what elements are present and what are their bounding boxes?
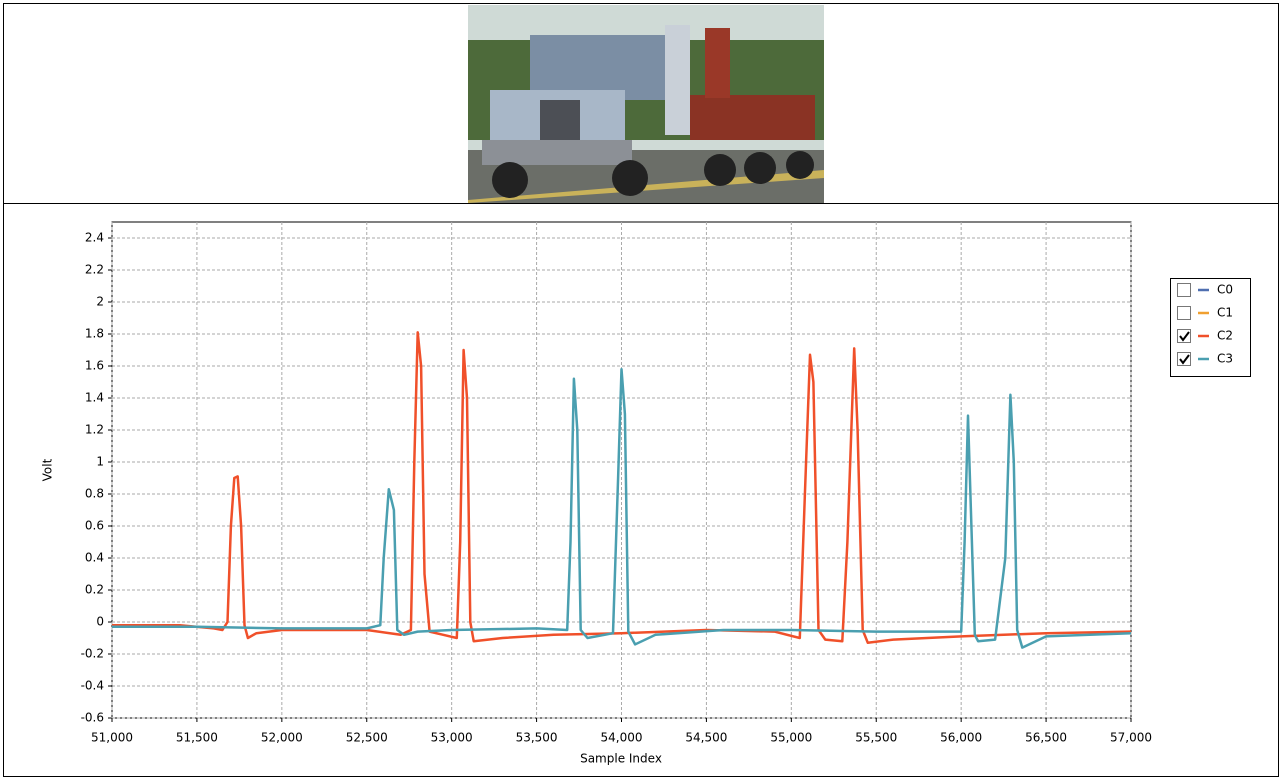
x-tick-label: 56,500 bbox=[1025, 731, 1067, 745]
y-tick-label: -0.2 bbox=[81, 647, 104, 661]
legend-checkbox[interactable] bbox=[1178, 307, 1191, 320]
legend-checkbox[interactable] bbox=[1178, 330, 1191, 343]
legend-checkbox[interactable] bbox=[1178, 353, 1191, 366]
y-tick-label: 1.6 bbox=[85, 359, 104, 373]
x-tick-label: 52,000 bbox=[261, 731, 303, 745]
y-tick-label: 1.2 bbox=[85, 423, 104, 437]
page: Volt Sample Index -0.6 -0.4 -0.2 0 0.2 0.4 0.6… bbox=[0, 0, 1282, 780]
x-axis-label: Sample Index bbox=[580, 752, 662, 766]
x-tick-label: 56,000 bbox=[940, 731, 982, 745]
x-tick-label: 53,000 bbox=[431, 731, 473, 745]
truck-photo bbox=[468, 5, 824, 203]
x-tick-label: 54,500 bbox=[685, 731, 727, 745]
y-tick-label: 0.2 bbox=[85, 583, 104, 597]
legend-label: C1 bbox=[1217, 306, 1233, 320]
x-tick-label: 54,000 bbox=[601, 731, 643, 745]
chart: Volt Sample Index -0.6 -0.4 -0.2 0 0.2 0.4 0.6… bbox=[0, 0, 1282, 780]
y-tick-label: 2.4 bbox=[85, 231, 104, 245]
y-tick-label: 2 bbox=[96, 295, 104, 309]
x-tick-label: 52,500 bbox=[346, 731, 388, 745]
x-tick-label: 53,500 bbox=[516, 731, 558, 745]
y-tick-label: 0.4 bbox=[85, 551, 104, 565]
y-tick-label: 2.2 bbox=[85, 263, 104, 277]
x-tick-label: 55,000 bbox=[770, 731, 812, 745]
y-tick-label: 1.8 bbox=[85, 327, 104, 341]
legend-checkbox[interactable] bbox=[1178, 284, 1191, 297]
x-tick-label: 51,500 bbox=[176, 731, 218, 745]
y-tick-label: -0.4 bbox=[81, 679, 104, 693]
x-tick-label: 51,000 bbox=[91, 731, 133, 745]
legend-label: C3 bbox=[1217, 352, 1233, 366]
legend-label: C2 bbox=[1217, 329, 1233, 343]
y-tick-label: 0.8 bbox=[85, 487, 104, 501]
y-tick-label: -0.6 bbox=[81, 711, 104, 725]
legend-label: C0 bbox=[1217, 283, 1233, 297]
x-tick-label: 55,500 bbox=[855, 731, 897, 745]
y-tick-label: 0.6 bbox=[85, 519, 104, 533]
x-tick-label: 57,000 bbox=[1110, 731, 1152, 745]
y-tick-label: 0 bbox=[96, 615, 104, 629]
y-tick-label: 1.4 bbox=[85, 391, 104, 405]
y-axis-label: Volt bbox=[41, 458, 55, 481]
y-tick-label: 1 bbox=[96, 455, 104, 469]
